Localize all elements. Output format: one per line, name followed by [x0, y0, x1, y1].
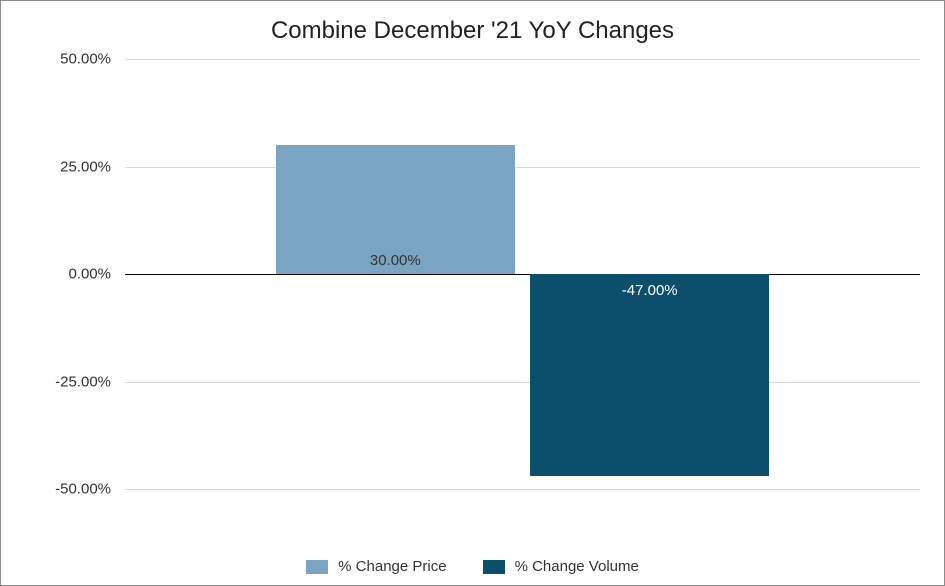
y-tick-label: 0.00%: [11, 266, 111, 283]
gridline: [125, 167, 920, 168]
bar-volume-label: -47.00%: [622, 282, 678, 299]
gridline: [125, 489, 920, 490]
y-tick-label: -25.00%: [11, 373, 111, 390]
legend: % Change Price % Change Volume: [1, 558, 944, 575]
y-tick-label: 50.00%: [11, 51, 111, 68]
chart-title: Combine December '21 YoY Changes: [15, 17, 930, 45]
bar-volume: [530, 274, 769, 476]
legend-label-price: % Change Price: [338, 558, 446, 575]
legend-swatch-price: [306, 560, 328, 574]
gridline: [125, 382, 920, 383]
legend-item-price: % Change Price: [306, 558, 446, 575]
y-tick-label: -50.00%: [11, 481, 111, 498]
y-tick-label: 25.00%: [11, 158, 111, 175]
legend-item-volume: % Change Volume: [483, 558, 639, 575]
chart-area: 50.00% 25.00% 0.00% -25.00% -50.00% 30.0…: [15, 59, 930, 519]
chart-frame: Combine December '21 YoY Changes 50.00% …: [0, 0, 945, 586]
bar-price-label: 30.00%: [370, 252, 421, 269]
zero-line: [125, 274, 920, 275]
plot-area: 30.00% -47.00%: [125, 59, 920, 489]
legend-label-volume: % Change Volume: [515, 558, 639, 575]
legend-swatch-volume: [483, 560, 505, 574]
gridline: [125, 59, 920, 60]
